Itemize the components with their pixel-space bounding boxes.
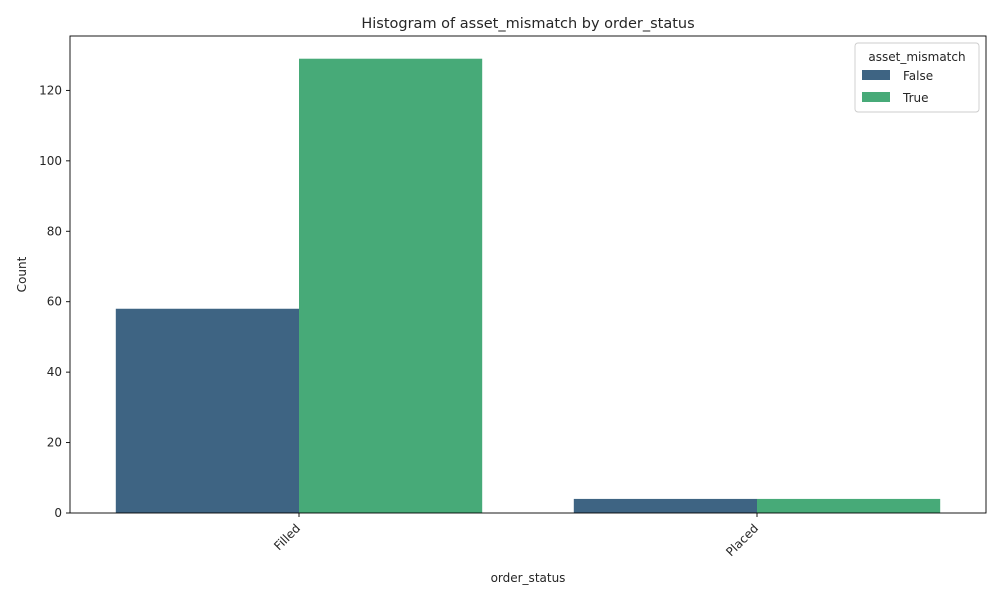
x-axis-label: order_status [491, 571, 566, 585]
bar-placed-false [573, 498, 757, 513]
y-tick-label: 0 [54, 506, 62, 520]
y-tick-label: 100 [39, 154, 62, 168]
x-tick-label-filled: Filled [271, 521, 303, 553]
legend: asset_mismatch False True [854, 42, 980, 113]
y-axis: 0 20 40 60 80 100 120 [39, 83, 70, 520]
chart-title: Histogram of asset_mismatch by order_sta… [361, 16, 694, 32]
y-tick-label: 20 [47, 436, 62, 450]
y-tick-label: 60 [47, 295, 62, 309]
legend-title: asset_mismatch [868, 50, 965, 64]
x-axis: Filled Placed [271, 513, 761, 559]
legend-label-false: False [903, 69, 933, 83]
legend-swatch-true [862, 92, 890, 102]
legend-label-true: True [902, 91, 929, 105]
y-tick-label: 40 [47, 365, 62, 379]
y-tick-label: 120 [39, 83, 62, 97]
y-tick-label: 80 [47, 224, 62, 238]
plot-frame [69, 35, 987, 514]
bar-filled-false [115, 308, 299, 513]
bar-filled-true [299, 58, 483, 513]
bar-placed-true [757, 498, 941, 513]
y-axis-label: Count [15, 256, 29, 292]
legend-swatch-false [862, 70, 890, 80]
x-tick-label-placed: Placed [723, 521, 761, 559]
bars-group [115, 58, 941, 513]
